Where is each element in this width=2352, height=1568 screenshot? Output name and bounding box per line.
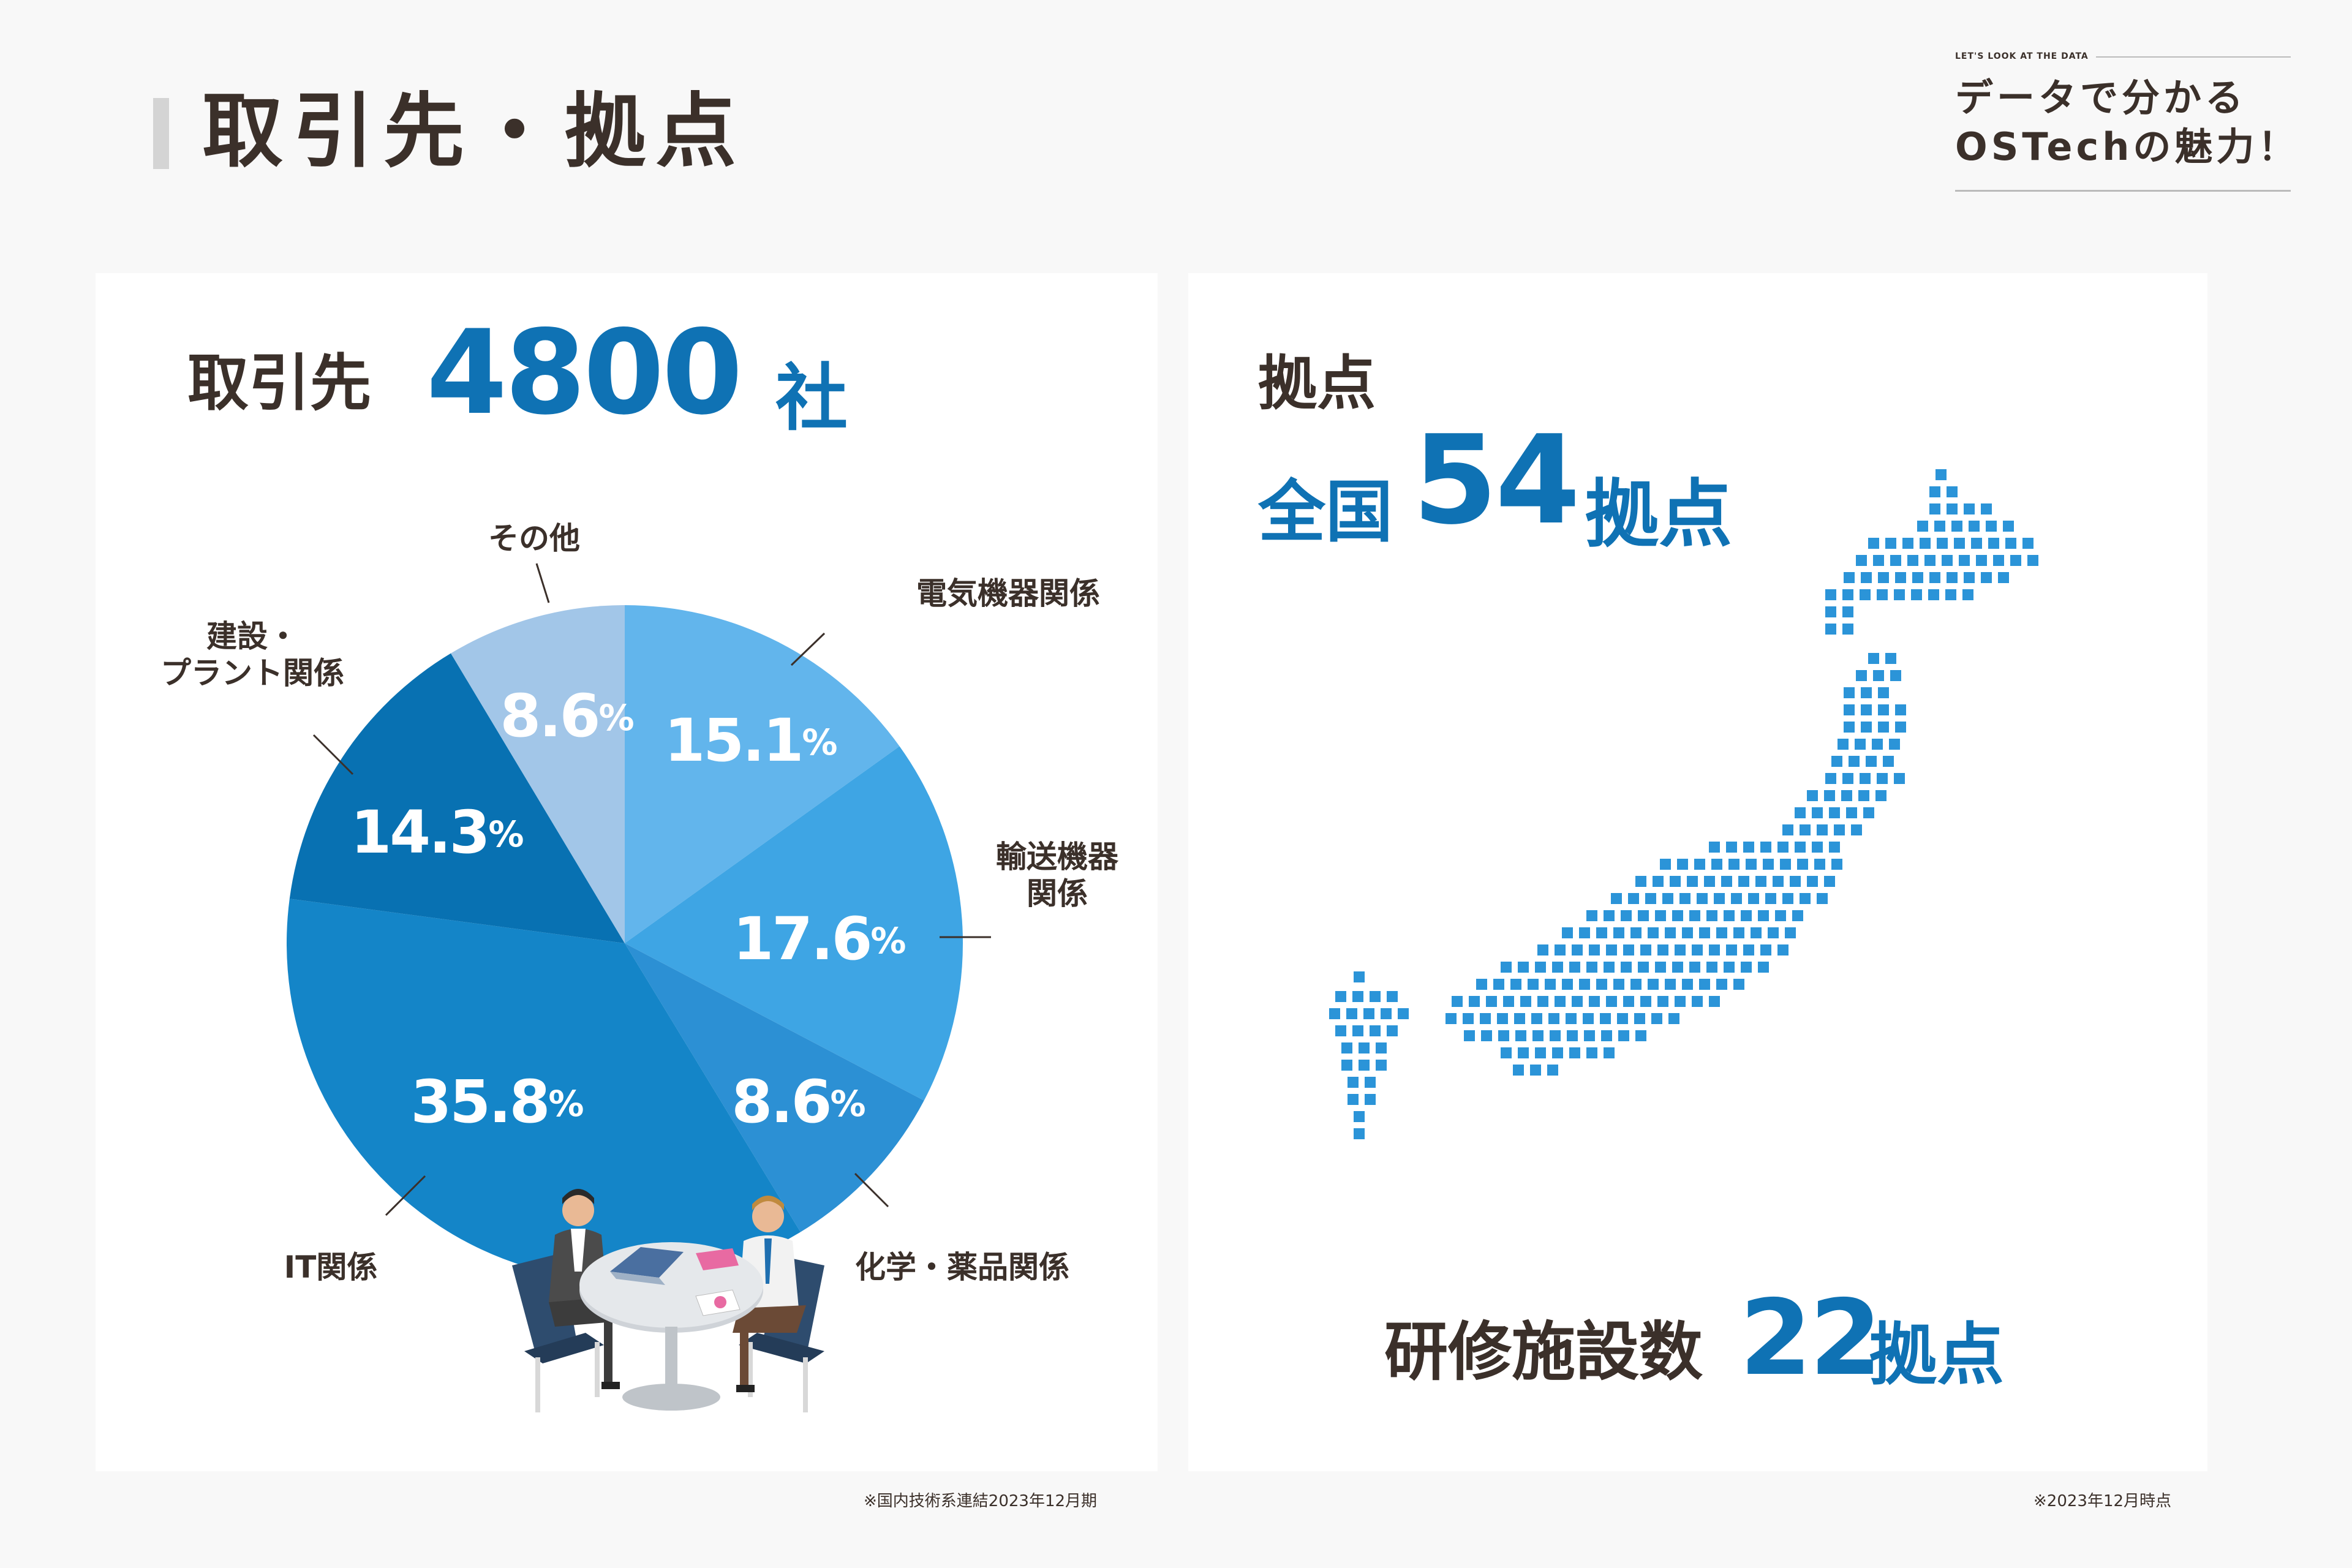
slice-category-label: その他	[488, 521, 580, 556]
slice-category-label: 化学・薬品関係	[855, 1250, 1069, 1285]
sites-panel: 拠点 全国 54 拠点 研修施設数 22 拠点 ※2023年12月時点	[1188, 273, 2207, 1510]
slice-leader-line	[854, 1172, 889, 1208]
slice-category-label: 電気機器関係	[916, 576, 1100, 611]
slice-leader-line	[312, 734, 354, 775]
sites-unit: 拠点	[1585, 472, 1732, 557]
clients-count: 4800	[426, 305, 743, 440]
slice-value-label: 8.6%	[731, 1068, 865, 1136]
training-label: 研修施設数	[1384, 1314, 1703, 1389]
japan-dot-map-icon	[1329, 469, 2038, 1139]
clients-label: 取引先	[187, 347, 371, 419]
brand-tag-divider	[2096, 56, 2291, 58]
slice-value-label: 17.6%	[733, 905, 907, 973]
sites-label: 拠点	[1258, 349, 1376, 418]
clients-footnote: ※国内技術系連結2023年12月期	[864, 1492, 1098, 1510]
brand-line-2: OSTechの魅力！	[1955, 124, 2300, 169]
sites-prefix: 全国	[1258, 473, 1393, 551]
brand-divider	[1955, 190, 2291, 192]
slice-value-label: 35.8%	[411, 1068, 584, 1136]
page-title: 取引先・拠点	[202, 85, 746, 179]
training-count: 22	[1740, 1278, 1882, 1399]
clients-unit: 社	[775, 356, 848, 440]
business-meeting-icon	[512, 1189, 824, 1412]
slice-leader-line	[385, 1175, 426, 1216]
pie-chart: 15.1% 17.6% 8.6% 35.8% 14.3% 8.6% 電気機器関係輸送機器関…	[160, 521, 1119, 1285]
brand-tag: LET'S LOOK AT THE DATA	[1955, 51, 2089, 61]
slice-category-label: 建設・プラント関係	[160, 619, 344, 691]
brand-line-1: データで分かる	[1955, 75, 2247, 120]
slice-leader-line	[535, 563, 550, 603]
pie-slice	[625, 746, 963, 1101]
pie-slice	[625, 605, 900, 943]
sites-footnote: ※2023年12月時点	[2034, 1492, 2172, 1510]
slice-value-label: 8.6%	[500, 682, 634, 750]
pie-slice	[625, 943, 924, 1232]
slice-category-label: 輸送機器関係	[996, 839, 1119, 911]
clients-panel: 取引先 4800 社 15.1% 17.6% 8.6% 35.8% 14.3% 8.6% …	[96, 273, 1158, 1510]
slice-value-label: 15.1%	[665, 706, 838, 775]
slice-value-label: 14.3%	[351, 798, 524, 867]
title-accent-bar	[153, 98, 169, 169]
pie-slice	[289, 653, 625, 943]
slice-category-label: IT関係	[284, 1250, 378, 1285]
training-unit: 拠点	[1869, 1316, 2004, 1394]
pie-slice	[451, 605, 625, 943]
sites-count: 54	[1412, 409, 1580, 552]
slice-leader-line	[790, 632, 826, 666]
